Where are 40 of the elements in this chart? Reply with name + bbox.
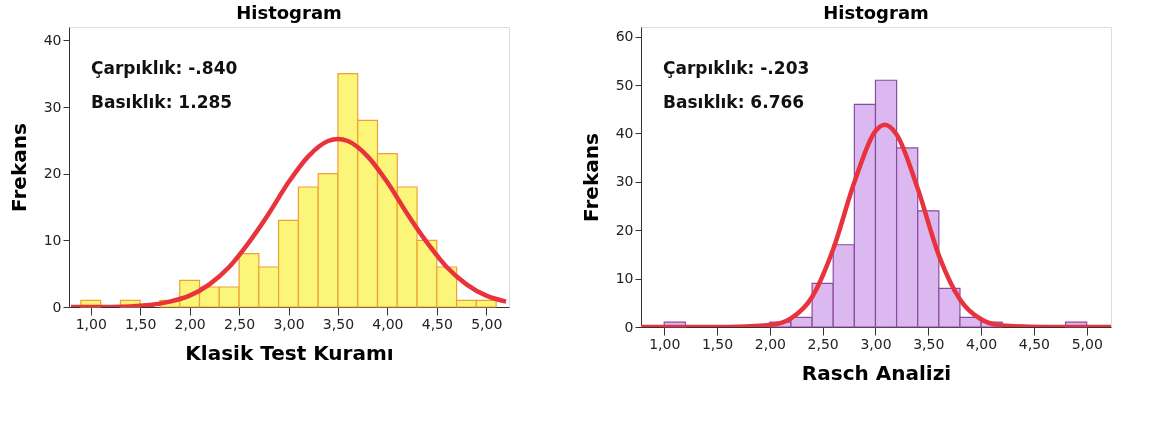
- y-axis-title: Frekans: [6, 123, 31, 212]
- x-tick-label: 1,50: [701, 335, 734, 352]
- y-tick-label: 50: [615, 76, 634, 93]
- annotation: Çarpıklık: -.840: [91, 58, 238, 78]
- x-tick-label: 4,50: [421, 315, 453, 332]
- y-tick-label: 20: [615, 221, 634, 238]
- x-tick-label: 3,00: [860, 335, 892, 352]
- y-tick-label: 0: [624, 318, 634, 335]
- y-tick-label: 10: [43, 231, 62, 248]
- x-tick-label: 1,00: [649, 335, 681, 352]
- x-tick-label: 5,00: [471, 315, 503, 332]
- x-tick-label: 2,50: [223, 315, 256, 332]
- y-tick-label: 30: [615, 173, 634, 190]
- chart-title: Histogram: [236, 2, 342, 23]
- x-tick-label: 4,00: [966, 335, 998, 352]
- y-tick-label: 40: [43, 31, 62, 48]
- y-axis-title: Frekans: [578, 133, 603, 222]
- x-tick-label: 2,00: [174, 315, 206, 332]
- x-tick-label: 1,00: [75, 315, 107, 332]
- x-tick-label: 3,00: [273, 315, 305, 332]
- y-tick-label: 30: [43, 98, 62, 115]
- y-tick-label: 40: [615, 124, 634, 141]
- x-tick-label: 3,50: [913, 335, 945, 352]
- x-tick-label: 5,00: [1071, 335, 1103, 352]
- x-tick-label: 2,50: [807, 335, 839, 352]
- chart-title: Histogram: [823, 2, 929, 23]
- y-tick-label: 20: [43, 165, 62, 182]
- annotation: Basıklık: 1.285: [91, 92, 233, 112]
- x-tick-label: 1,50: [125, 315, 157, 332]
- y-tick-label: 10: [615, 270, 634, 287]
- y-tick-label: 60: [615, 28, 634, 45]
- x-tick-label: 2,00: [754, 335, 786, 352]
- x-tick-label: 3,50: [322, 315, 355, 332]
- annotation: Basıklık: 6.766: [663, 92, 805, 112]
- x-axis-title: Klasik Test Kuramı: [185, 340, 394, 365]
- x-tick-label: 4,50: [1018, 335, 1050, 352]
- x-tick-label: 4,00: [372, 315, 404, 332]
- annotation: Çarpıklık: -.203: [663, 58, 810, 78]
- x-axis-title: Rasch Analizi: [801, 360, 952, 385]
- y-tick-label: 0: [52, 298, 62, 315]
